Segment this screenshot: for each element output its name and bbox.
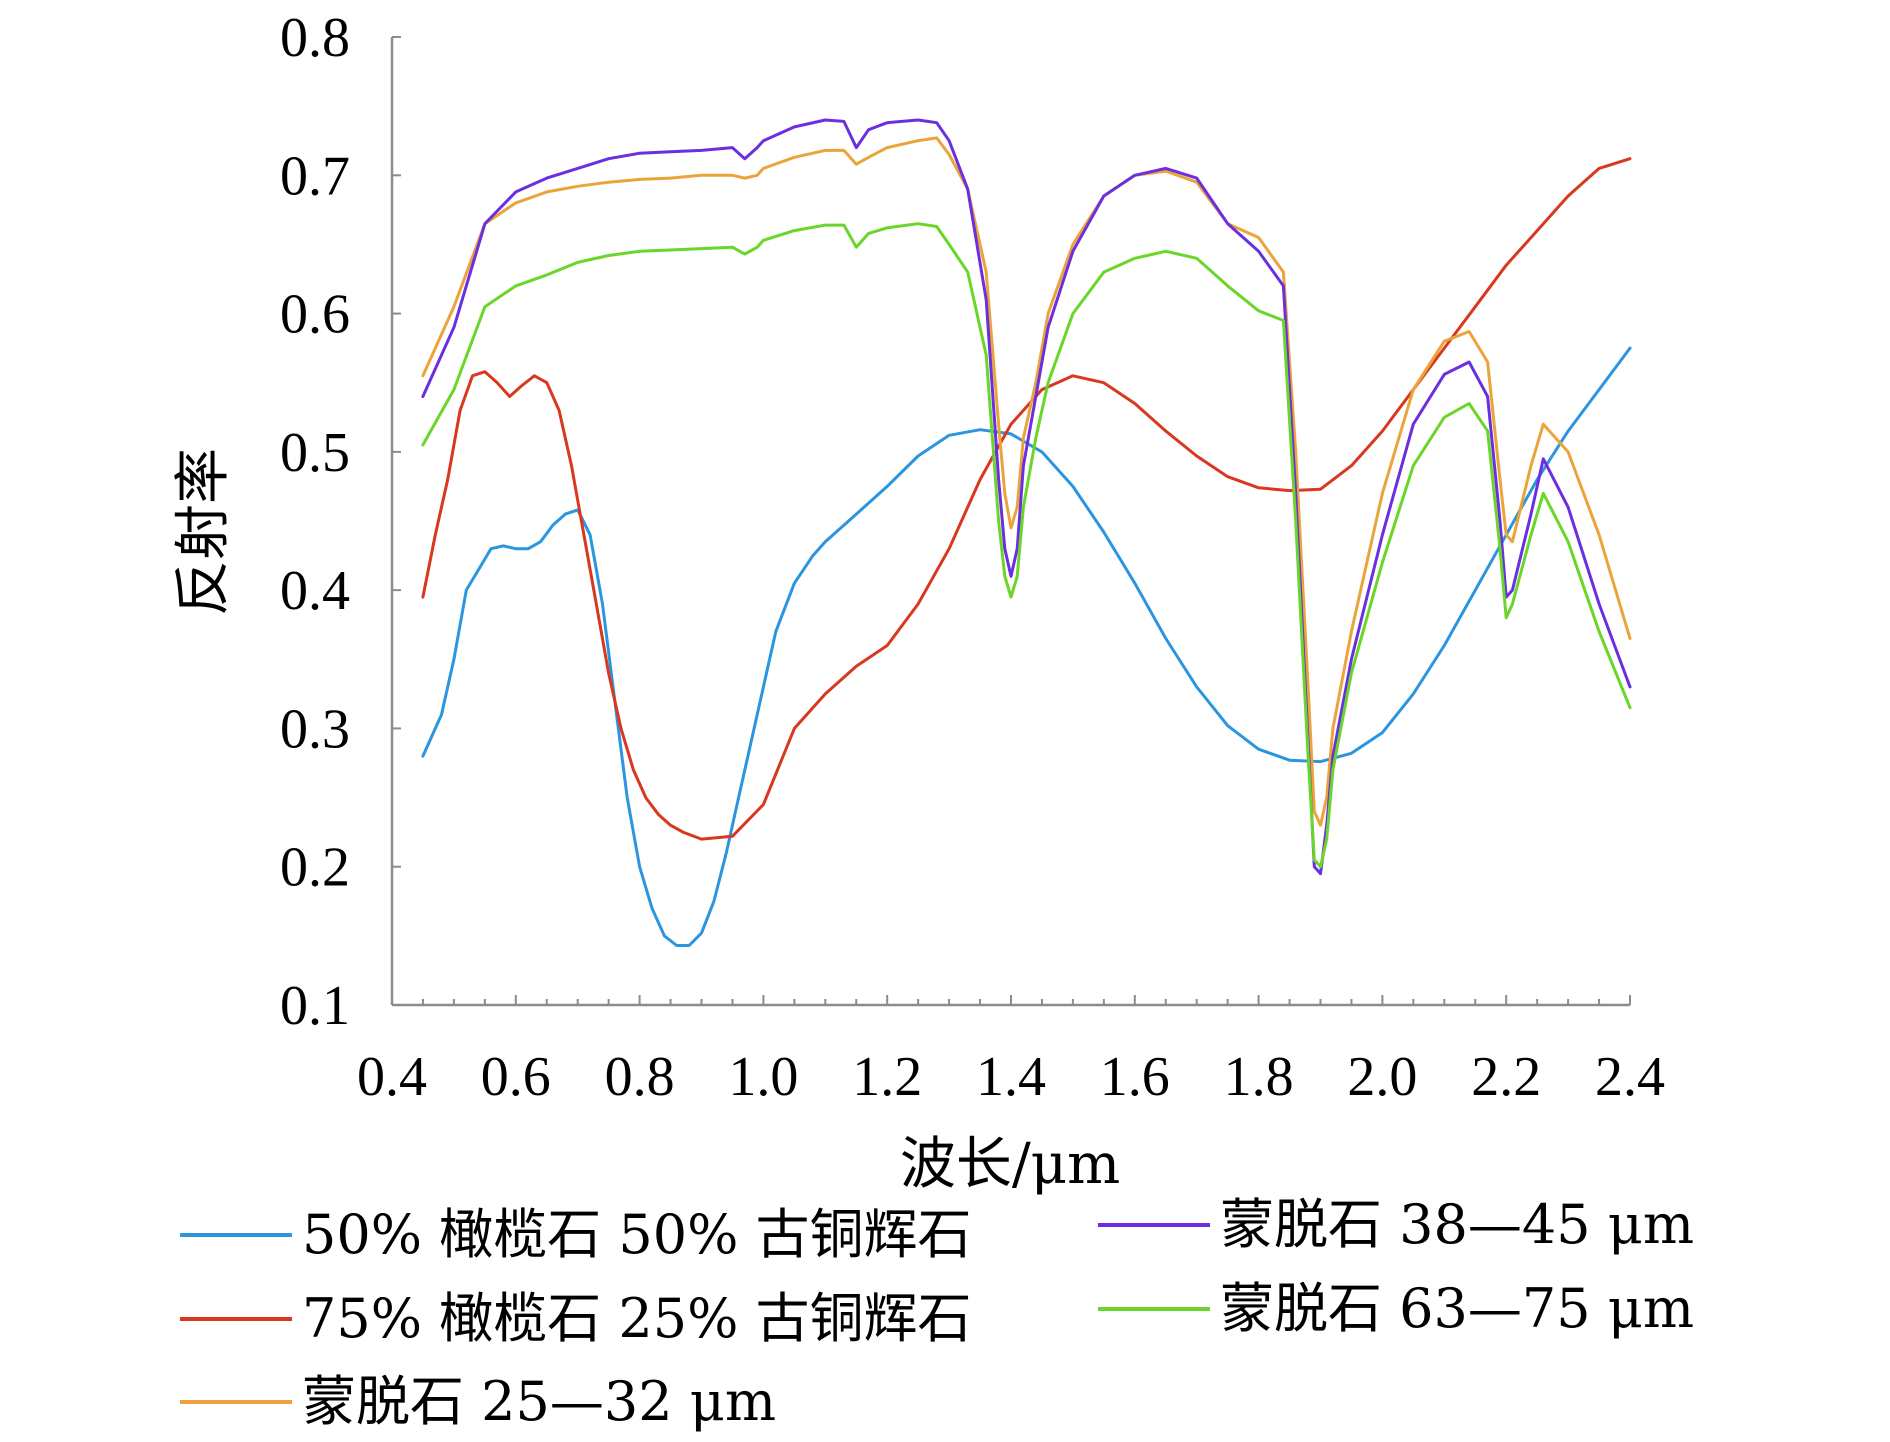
x-axis-title: 波长/μm — [900, 1132, 1120, 1197]
series-line-2 — [421, 157, 1632, 841]
y-tick-label: 0.4 — [280, 560, 350, 622]
y-tick-label: 0.5 — [280, 422, 350, 484]
x-tick-label: 1.4 — [976, 1046, 1046, 1108]
x-tick-label: 2.0 — [1347, 1046, 1417, 1108]
series-line-3 — [421, 136, 1632, 827]
legend-item: 75% 橄榄石 25% 古铜辉石 — [180, 1287, 972, 1350]
y-ticks: 0.1 0.2 0.3 0.4 0.5 0.6 0.7 0.8 — [280, 7, 401, 1037]
legend-label: 50% 橄榄石 50% 古铜辉石 — [302, 1203, 972, 1266]
legend-item: 50% 橄榄石 50% 古铜辉石 — [180, 1203, 972, 1266]
y-tick-label: 0.6 — [280, 284, 350, 346]
x-tick-label: 0.8 — [605, 1046, 675, 1108]
x-tick-label: 0.6 — [481, 1046, 551, 1108]
x-tick-label: 1.6 — [1100, 1046, 1170, 1108]
x-tick-label: 1.2 — [852, 1046, 922, 1108]
y-tick-label: 0.7 — [280, 145, 350, 207]
y-tick-label: 0.8 — [280, 7, 350, 69]
legend-label: 蒙脱石 25—32 μm — [302, 1370, 776, 1433]
legend-item: 蒙脱石 38—45 μm — [1098, 1193, 1694, 1256]
y-tick-label: 0.2 — [280, 837, 350, 899]
plot-area: 0.1 0.2 0.3 0.4 0.5 0.6 0.7 0.8 0.4 0.6 0.8 1.0 1.2… — [280, 7, 1665, 1108]
x-tick-label: 1.8 — [1224, 1046, 1294, 1108]
x-ticks: 0.4 0.6 0.8 1.0 1.2 1.4 1.6 1.8 2.0 2.2 2.4 — [357, 995, 1665, 1108]
x-tick-label: 2.4 — [1595, 1046, 1665, 1108]
y-tick-label: 0.1 — [280, 975, 350, 1037]
series-line-5 — [421, 222, 1632, 869]
x-tick-label: 1.0 — [728, 1046, 798, 1108]
legend-label: 75% 橄榄石 25% 古铜辉石 — [302, 1287, 972, 1350]
x-tick-label: 2.2 — [1471, 1046, 1541, 1108]
series-lines — [421, 118, 1632, 947]
y-axis-title: 反射率 — [171, 448, 236, 616]
legend-label: 蒙脱石 38—45 μm — [1220, 1193, 1694, 1256]
legend-item: 蒙脱石 63—75 μm — [1098, 1277, 1694, 1340]
legend-label: 蒙脱石 63—75 μm — [1220, 1277, 1694, 1340]
legend-item: 蒙脱石 25—32 μm — [180, 1370, 776, 1433]
x-tick-label: 0.4 — [357, 1046, 427, 1108]
series-line-4 — [421, 118, 1632, 876]
y-tick-label: 0.3 — [280, 698, 350, 760]
